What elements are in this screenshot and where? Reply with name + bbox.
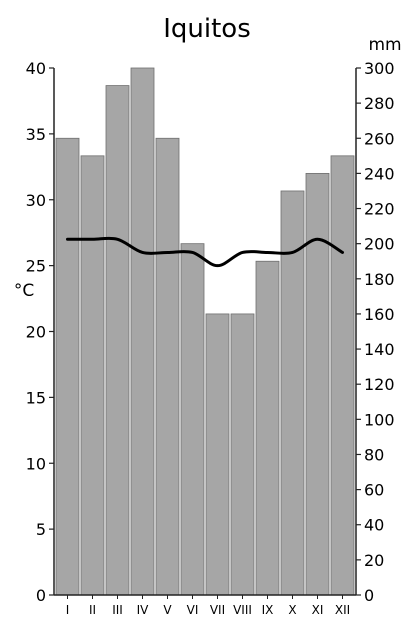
- left-tick-label: 30: [26, 191, 46, 210]
- x-tick-label: II: [89, 603, 96, 617]
- right-tick-label: 160: [364, 305, 395, 324]
- bar-II: [80, 155, 105, 596]
- right-tick-label: 120: [364, 375, 395, 394]
- x-tick-label: IV: [137, 603, 150, 617]
- x-tick-label: IX: [262, 603, 274, 617]
- right-tick-label: 0: [364, 586, 374, 605]
- bar-IV: [130, 67, 155, 596]
- left-tick-label: 35: [26, 125, 46, 144]
- left-tick-label: 20: [26, 323, 46, 342]
- x-tick-label: VI: [187, 603, 199, 617]
- right-tick-label: 180: [364, 270, 395, 289]
- right-tick-label: 280: [364, 94, 395, 113]
- bar-XI: [305, 172, 330, 596]
- right-axis-ticks: 0 20 40 60 80 100 120 140 160 180 200 220 240 260 280 3…: [356, 59, 395, 605]
- right-tick-label: 40: [364, 516, 384, 535]
- temperature-line: [66, 236, 344, 268]
- right-tick-label: 300: [364, 59, 395, 78]
- bar-XII: [330, 155, 355, 596]
- bar-I: [55, 137, 80, 596]
- right-tick-label: 100: [364, 410, 395, 429]
- x-tick-label: V: [163, 603, 172, 617]
- right-axis-unit: mm: [368, 35, 401, 55]
- x-tick-label: X: [288, 603, 296, 617]
- right-tick-label: 200: [364, 235, 395, 254]
- month-labels: I II III IV V VI VII VIII IX X XI XII: [66, 595, 350, 617]
- left-tick-label: 10: [26, 454, 46, 473]
- left-axis-unit: °C: [14, 281, 34, 301]
- bar-VI: [180, 243, 205, 596]
- right-tick-label: 240: [364, 164, 395, 183]
- chart-title: Iquitos: [163, 14, 251, 44]
- right-tick-label: 20: [364, 551, 384, 570]
- precipitation-bars: [55, 67, 355, 596]
- x-tick-label: VII: [210, 603, 225, 617]
- right-tick-label: 60: [364, 481, 384, 500]
- left-tick-label: 0: [36, 586, 46, 605]
- right-tick-label: 80: [364, 445, 384, 464]
- x-tick-label: VIII: [233, 603, 252, 617]
- x-tick-label: XII: [335, 603, 350, 617]
- left-tick-label: 40: [26, 59, 46, 78]
- bar-IX: [255, 260, 280, 596]
- bar-VII: [205, 313, 230, 596]
- right-tick-label: 140: [364, 340, 395, 359]
- left-tick-label: 15: [26, 388, 46, 407]
- x-tick-label: I: [66, 603, 70, 617]
- left-axis-ticks: 0 5 10 15 20 25 30 35 40: [26, 59, 54, 605]
- x-tick-label: III: [112, 603, 123, 617]
- left-tick-label: 5: [36, 520, 46, 539]
- bar-III: [105, 85, 130, 596]
- left-tick-label: 25: [26, 257, 46, 276]
- x-tick-label: XI: [312, 603, 324, 617]
- bar-VIII: [230, 313, 255, 596]
- right-tick-label: 220: [364, 200, 395, 219]
- right-tick-label: 260: [364, 129, 395, 148]
- bar-V: [155, 137, 180, 596]
